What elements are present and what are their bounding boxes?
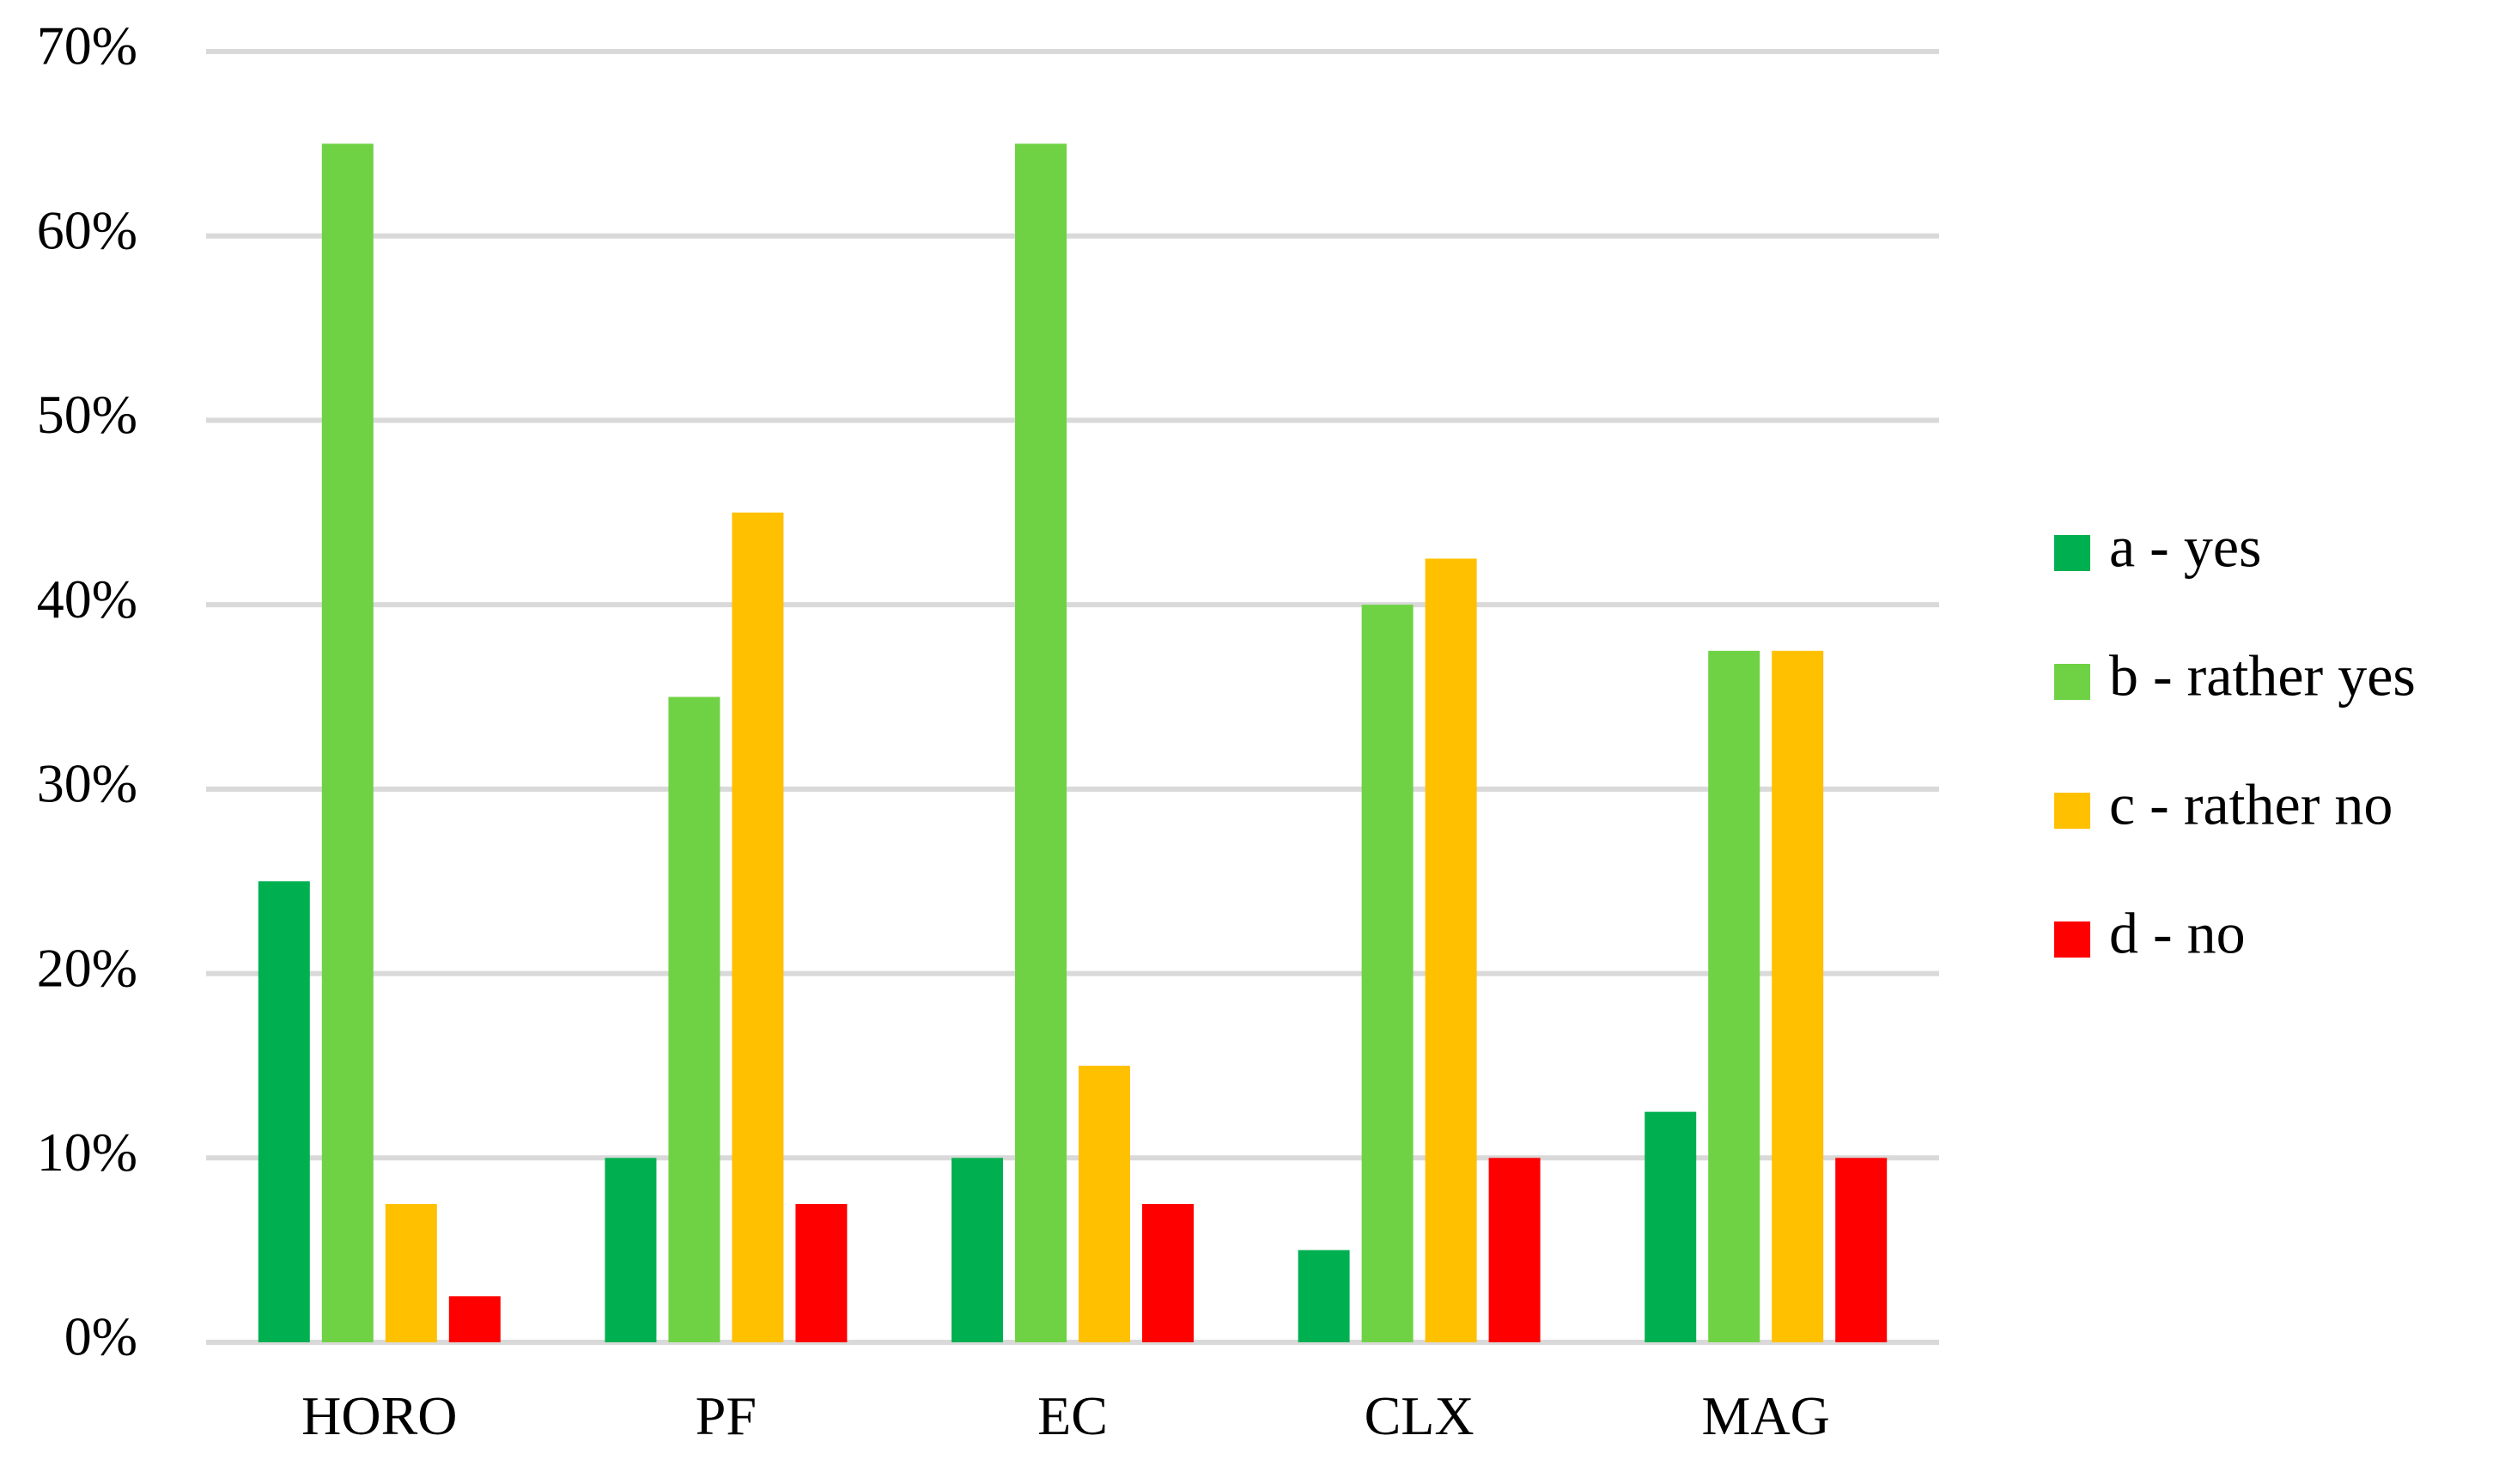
bar [1772, 650, 1824, 1342]
legend-swatch [2054, 664, 2090, 700]
x-tick-label: MAG [1702, 1385, 1830, 1446]
bar [448, 1296, 501, 1342]
bar [1298, 1250, 1350, 1342]
gridlines [206, 49, 1939, 1345]
bar [1015, 143, 1067, 1342]
bar [1079, 1065, 1130, 1342]
x-tick-label: CLX [1365, 1385, 1475, 1446]
bar [605, 1158, 657, 1342]
bar [1425, 558, 1477, 1342]
bar [321, 143, 374, 1342]
y-tick-label: 20% [37, 937, 137, 998]
y-tick-label: 10% [37, 1122, 137, 1183]
y-tick-label: 0% [64, 1306, 137, 1367]
legend-label: b - rather yes [2109, 643, 2416, 709]
x-tick-label: HORO [301, 1385, 457, 1446]
y-tick-label: 70% [37, 15, 137, 76]
bar [1142, 1203, 1194, 1342]
bar [668, 696, 721, 1342]
y-tick-label: 40% [37, 569, 137, 629]
bar [1708, 650, 1760, 1342]
x-axis-tick-labels: HORO PF EC CLX MAG [301, 1385, 1830, 1446]
y-axis-tick-labels: 0% 10% 20% 30% 40% 50% 60% 70% [37, 15, 137, 1367]
bar [952, 1158, 1003, 1342]
legend: a - yes b - rather yes c - rather no d - no [2054, 514, 2416, 966]
legend-swatch [2054, 921, 2090, 958]
y-tick-label: 50% [37, 384, 137, 445]
bar [385, 1203, 437, 1342]
y-tick-label: 60% [37, 199, 137, 260]
y-tick-label: 30% [37, 753, 137, 814]
legend-swatch [2054, 793, 2090, 829]
legend-swatch [2054, 535, 2090, 571]
bar [1488, 1158, 1541, 1342]
x-tick-label: PF [696, 1385, 757, 1446]
x-tick-label: EC [1037, 1385, 1108, 1446]
bars [258, 143, 1888, 1342]
legend-label: c - rather no [2109, 772, 2393, 837]
bar [1645, 1111, 1697, 1342]
bar [258, 881, 310, 1342]
legend-label: d - no [2109, 901, 2246, 966]
bar [795, 1203, 848, 1342]
legend-label: a - yes [2109, 514, 2261, 580]
bar [1835, 1158, 1888, 1342]
bar [732, 512, 784, 1342]
bar [1361, 605, 1414, 1342]
